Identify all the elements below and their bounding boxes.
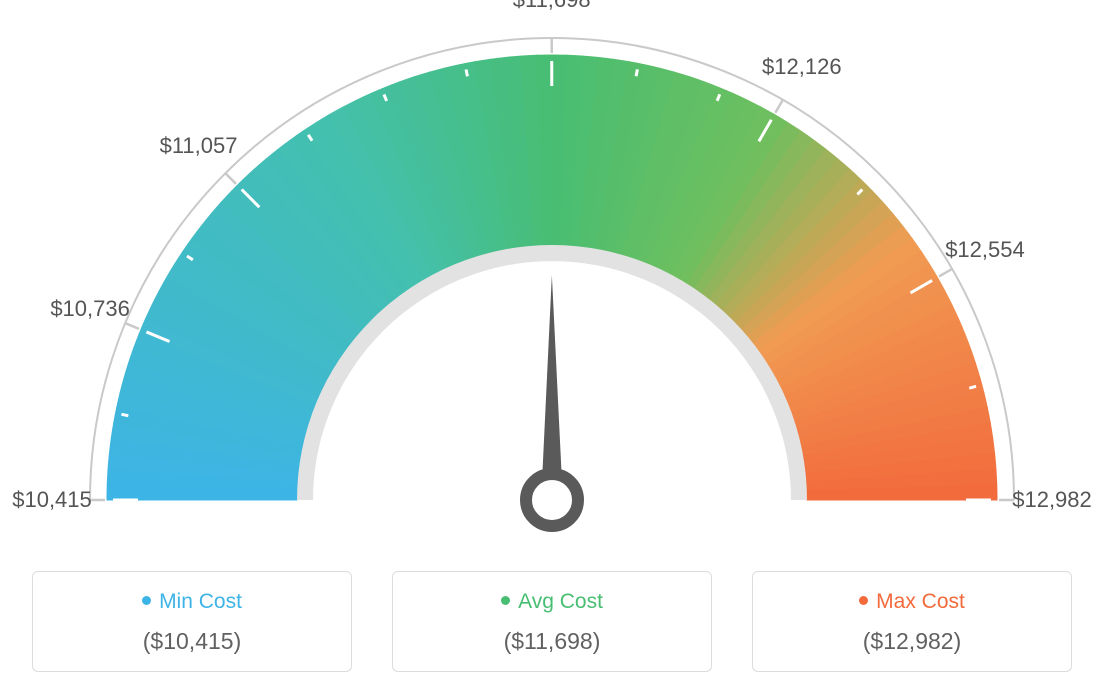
gauge-tick-label: $11,057 [160,133,238,159]
legend-value-avg: ($11,698) [403,628,701,655]
gauge-tick-label: $12,554 [945,237,1025,263]
gauge-tick-label: $10,736 [50,296,130,322]
dot-icon [501,596,510,605]
legend-label-max: Max Cost [876,590,965,613]
gauge-tick-label: $10,415 [12,487,92,513]
legend-value-min: ($10,415) [43,628,341,655]
legend-label-avg: Avg Cost [518,590,603,613]
legend-row: Min Cost ($10,415) Avg Cost ($11,698) Ma… [0,571,1104,672]
legend-label-min: Min Cost [159,590,242,613]
gauge-chart: $10,415 $10,736 $11,057 $11,698 $12,126 $12,5… [0,0,1104,540]
gauge-tick-label: $11,698 [513,0,591,13]
legend-box-max: Max Cost ($12,982) [752,571,1072,672]
legend-title-max: Max Cost [763,590,1061,614]
legend-title-avg: Avg Cost [403,590,701,614]
gauge-tick-label: $12,126 [762,54,842,80]
gauge-svg [0,0,1104,540]
dot-icon [859,596,868,605]
gauge-tick-label: $12,982 [1012,487,1092,513]
dot-icon [142,596,151,605]
legend-value-max: ($12,982) [763,628,1061,655]
legend-box-min: Min Cost ($10,415) [32,571,352,672]
legend-box-avg: Avg Cost ($11,698) [392,571,712,672]
legend-title-min: Min Cost [43,590,341,614]
